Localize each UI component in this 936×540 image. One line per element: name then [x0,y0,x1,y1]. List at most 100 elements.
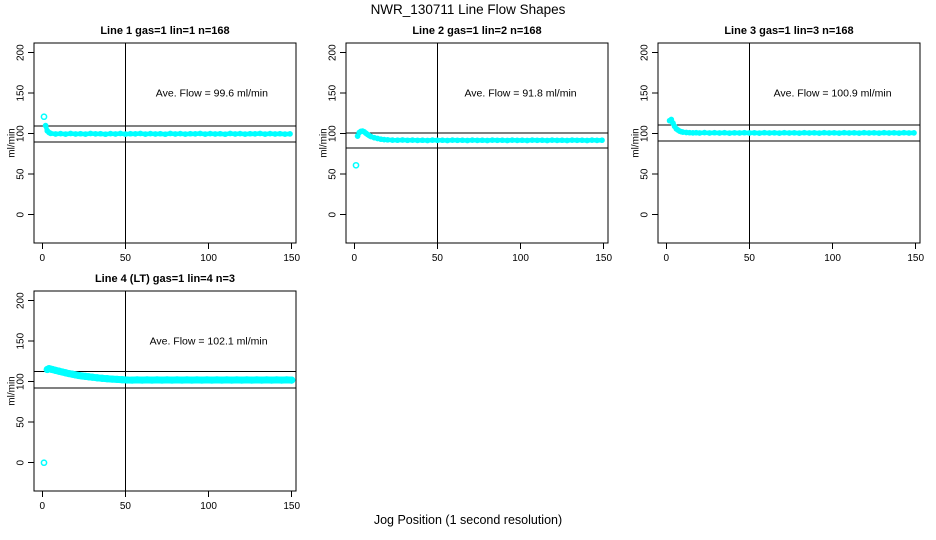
flow-point [81,372,90,381]
flow-point [47,130,54,137]
y-axis-title: ml/min [631,128,642,157]
x-tick-label: 0 [40,501,46,512]
flow-point [686,129,693,136]
data-series [40,113,293,138]
y-tick-label: 100 [15,125,26,142]
x-tick-label: 50 [432,253,444,264]
flow-point [71,371,80,379]
y-tick-label: 150 [328,84,339,101]
annotation: Ave. Flow = 100.9 ml/min [774,88,892,100]
flow-point [233,376,241,384]
x-tick-label: 0 [352,253,358,264]
x-tick-label: 150 [283,253,300,264]
annotation: Ave. Flow = 99.6 ml/min [156,88,268,100]
y-tick-label: 100 [640,125,651,142]
flow-point [108,375,116,383]
flow-point [690,130,696,136]
x-tick-label: 50 [120,501,132,512]
x-tick-label: 100 [824,253,841,264]
flow-point [288,376,296,384]
average-flow-annotation: Ave. Flow = 91.8 ml/min [464,88,576,100]
flow-point [680,129,686,135]
x-tick-label: 150 [283,501,300,512]
plot-border [345,42,609,244]
flow-point [268,376,276,384]
flow-point [158,376,166,384]
flow-point [128,376,136,384]
x-tick-label: 150 [907,253,924,264]
flow-point [62,131,69,137]
plot-border [33,290,297,492]
flow-point [371,134,378,141]
x-tick-label: 100 [200,501,217,512]
x-tick-label: 100 [512,253,529,264]
panel-line-1-title: Line 1 gas=1 lin=1 n=168 [100,25,230,37]
flow-point [138,376,146,384]
flow-point [381,136,388,143]
flow-point [203,376,211,384]
y-axis: 0 50 100 150 200 ml/min [631,44,658,217]
y-tick-label: 200 [640,44,651,61]
flow-point [75,371,83,380]
x-axis: 0 50 100 150 [40,243,300,264]
plot-box [657,42,921,244]
y-tick-label: 200 [16,44,27,61]
flow-point [113,375,121,384]
panel-line-1: Line 1 gas=1 lin=1 n=168 0 50 100 150 200 ml/… [0,20,312,270]
flow-point [378,136,384,143]
data-series [352,128,605,169]
flow-point [198,376,206,384]
flow-point [68,370,76,378]
flow-point [263,376,271,384]
flow-point [51,366,60,375]
flow-point [93,374,101,382]
outlier-point [352,161,360,169]
flow-point [273,376,281,384]
flow-point [599,137,605,144]
flow-point [258,376,266,384]
y-tick-label: 0 [640,211,651,217]
x-axis: 0 50 100 150 [664,243,924,264]
flow-point [168,376,176,384]
flow-point [683,129,690,136]
flow-point [188,376,196,384]
x-tick-label: 50 [120,253,132,264]
flow-point [173,376,181,384]
flow-point [193,376,201,384]
y-tick-label: 0 [16,459,27,465]
y-tick-label: 150 [640,84,651,101]
panel-line-2-plot: 0 50 100 150 200 ml/min 0 50 100 150 Ave. Flow = 9… [319,42,612,264]
y-tick-label: 0 [16,211,27,217]
flow-point [133,376,141,384]
page-title: NWR_130711 Line Flow Shapes [370,2,566,17]
flow-point [238,376,246,384]
y-tick-label: 150 [16,332,27,349]
x-tick-label: 50 [744,253,756,264]
x-axis-label: Jog Position (1 second resolution) [373,513,563,527]
flow-point [103,375,111,383]
y-axis: 0 50 100 150 200 ml/min [7,292,34,465]
flow-point [153,376,161,384]
x-tick-label: 100 [200,253,217,264]
x-tick-label: 0 [40,253,46,264]
flow-point [55,367,63,375]
flow-point [148,376,156,384]
ref-lines [658,43,920,243]
flow-point [162,131,169,138]
panel-line-3-title: Line 3 gas=1 lin=3 n=168 [724,25,854,37]
flow-point [102,131,109,138]
flow-point [208,376,216,384]
panel-line-3-plot: 0 50 100 150 200 ml/min 0 50 100 150 Ave. Flow = 1… [631,42,924,264]
panel-line-3: Line 3 gas=1 lin=3 n=168 0 50 100 150 200 ml/… [624,20,936,270]
flow-point [123,376,131,384]
flow-point [78,372,86,380]
flow-point [222,131,229,138]
x-tick-label: 0 [664,253,670,264]
outlier-point [40,113,48,121]
plot-border [33,42,297,244]
flow-point [183,376,191,384]
ref-lines [34,291,296,491]
flow-point [48,365,56,374]
panel-line-4-plot: 0 50 100 150 200 ml/min 0 50 100 150 Ave. Flow = 1… [7,290,300,512]
